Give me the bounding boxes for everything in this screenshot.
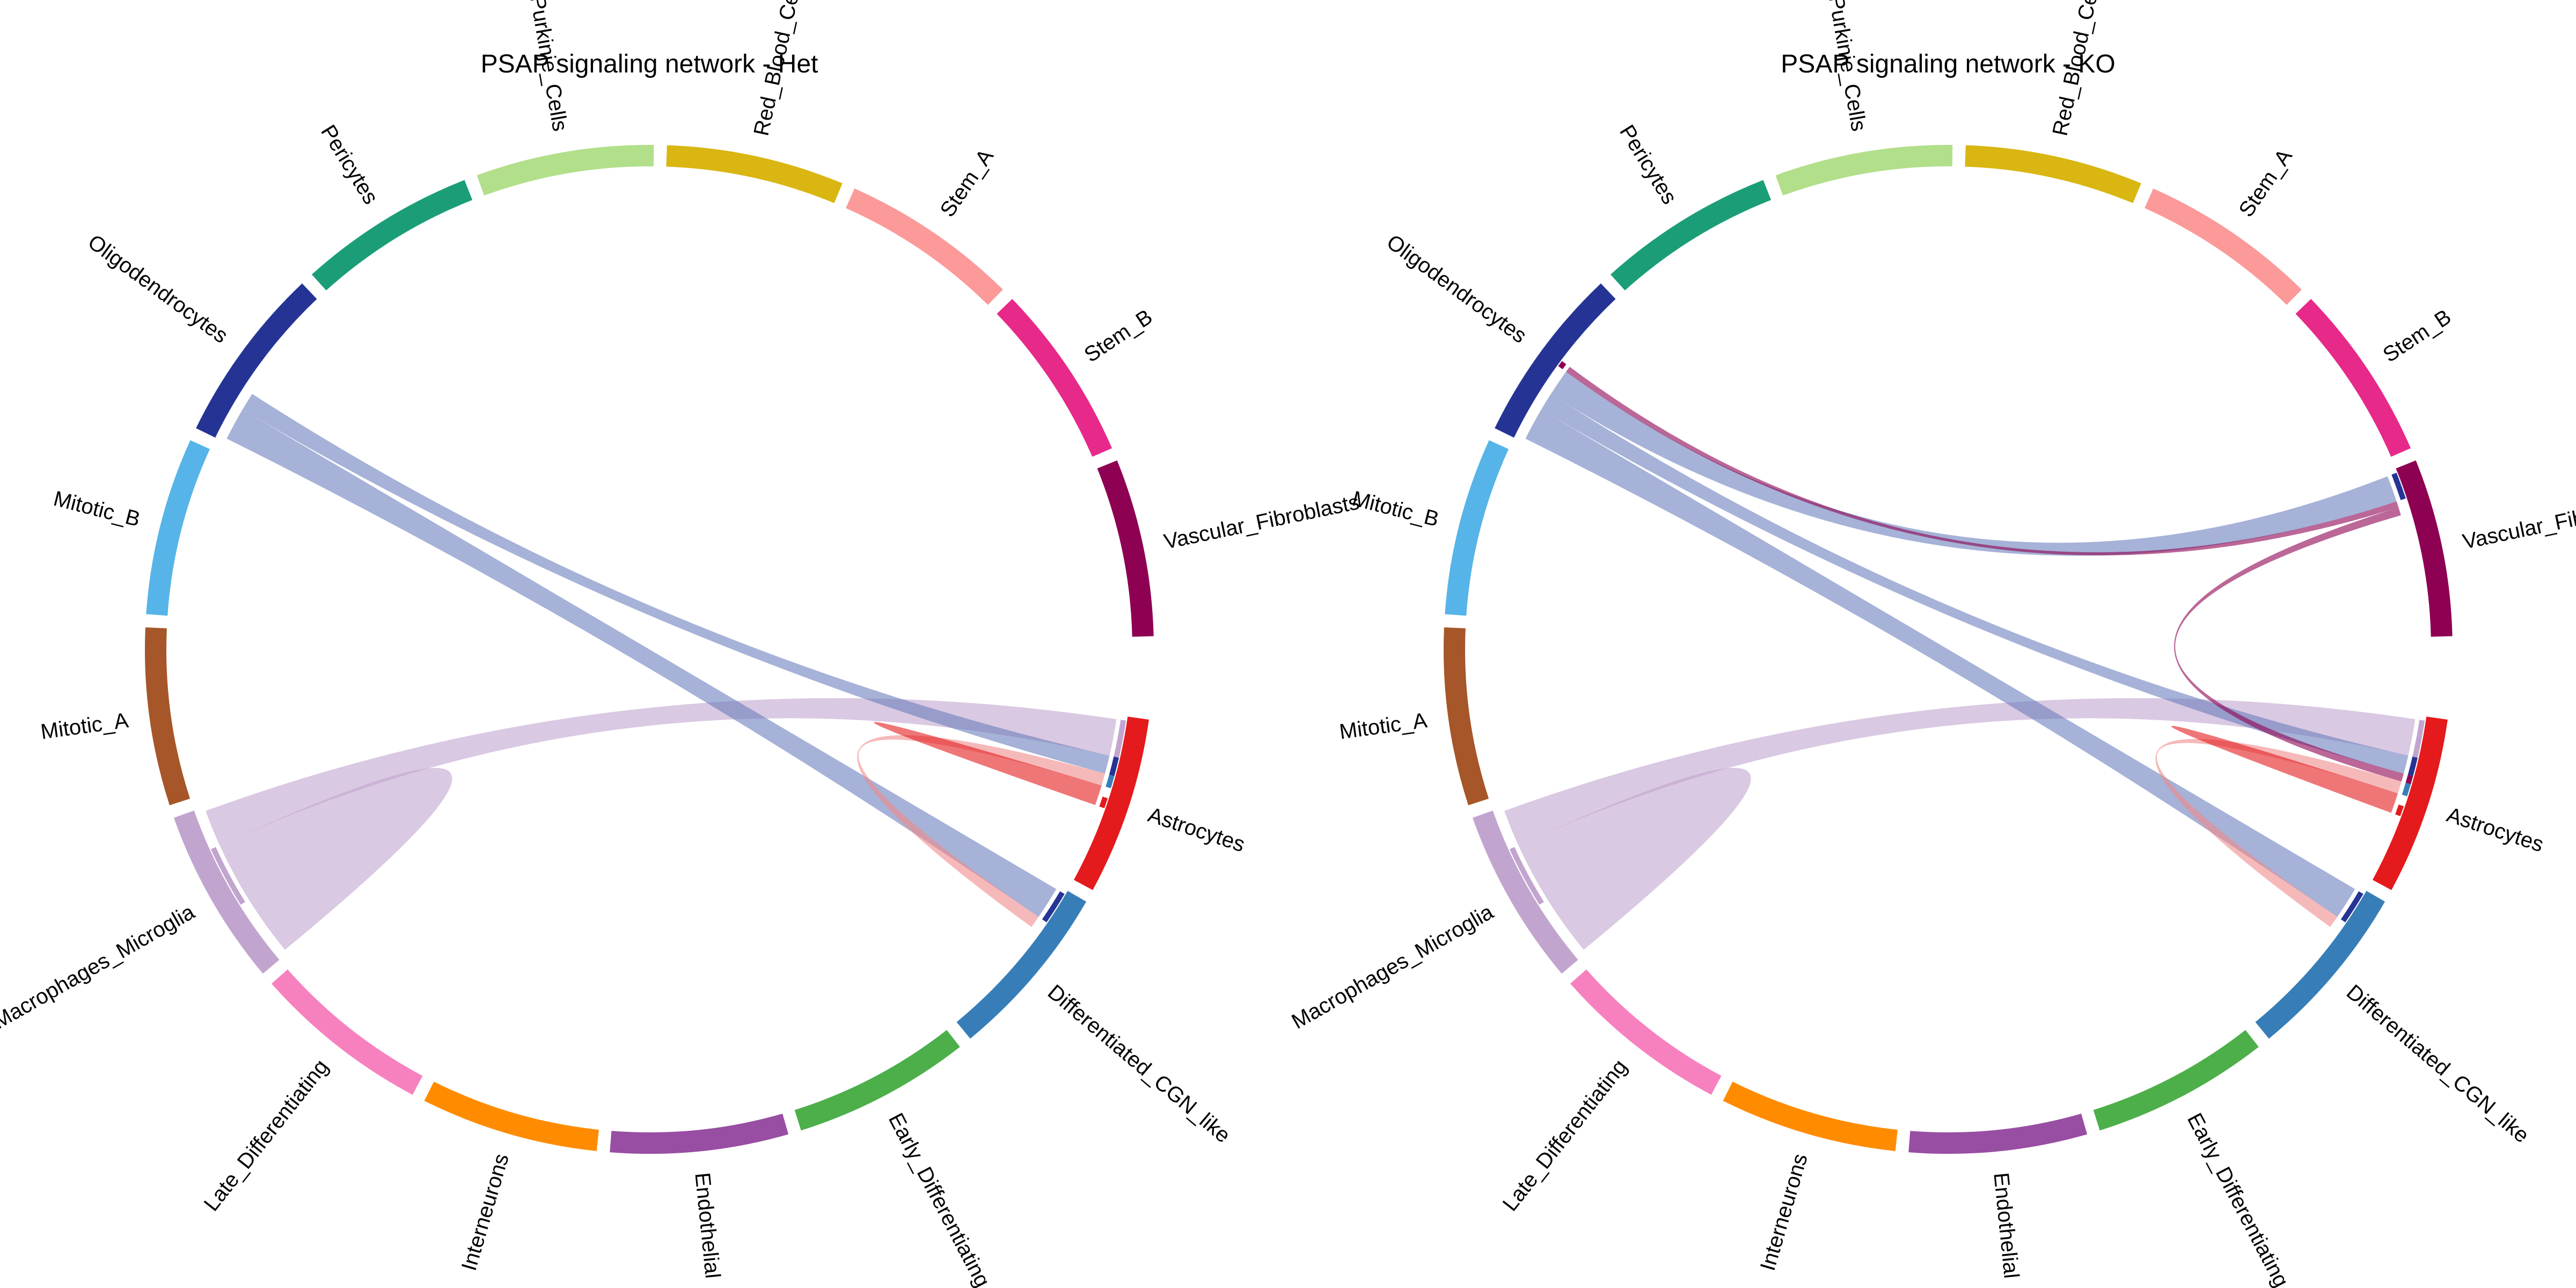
sector-arc [1611,180,1772,291]
chord-links [206,393,1126,950]
sector-label: Macrophages_Microglia [0,900,199,1034]
chord-link [1541,393,2409,774]
sector-label: Mitotic_B [51,487,142,531]
link-tick [2340,891,2363,923]
chord-link [242,393,1110,774]
sector-arc [1775,145,1953,196]
sector-label: Vascular_Fibroblasts [2461,490,2576,554]
sector-arc [2295,299,2411,457]
link-tick [2407,756,2418,777]
chord-link [219,767,452,950]
sector-arc [173,810,280,974]
link-tick [2412,720,2425,758]
sector-label: Early_Differentiating [2183,1109,2293,1288]
sector-label: Astrocytes [1145,803,1248,857]
sector-arc [196,283,317,438]
link-tick [2395,804,2404,816]
sector-arc [846,188,1003,305]
sector-label: Oligodendrocytes [84,230,232,348]
chord-links [1504,361,2425,950]
sector-arc [1097,460,1154,637]
sector-arc [1495,283,1616,438]
sector-arc [1908,1114,2088,1154]
sector-label: Late_Differentiating [200,1055,333,1216]
sector-label: Stem_B [1080,305,1157,367]
chord-link [2174,507,2404,782]
chord-link [857,735,1106,927]
sector-arc [1444,627,1489,806]
sector-label: Differentiated_CGN_like [1043,980,1235,1147]
link-tick [1114,720,1126,758]
sector-label: Early_Differentiating [884,1109,994,1288]
chord-link [206,698,1117,845]
sector-label: Stem_B [2379,305,2456,367]
chord-link [2171,726,2398,813]
sector-arc [956,891,1087,1039]
sector-arc [1472,810,1578,974]
sector-label: Mitotic_A [1338,708,1429,744]
sector-ring [145,145,1154,1154]
sector-arc [2372,716,2448,890]
sector-label: Pericytes [1615,121,1681,208]
link-tick [210,847,245,905]
sector-arc [271,969,423,1095]
chord-link [1504,698,2416,845]
sector-arc [794,1030,960,1131]
chord-link [226,409,1057,917]
sector-arc [2093,1030,2259,1131]
sector-arc [1723,1081,1898,1151]
sector-arc [2145,188,2302,305]
link-tick [2405,774,2413,785]
chord-link [1518,767,1751,950]
link-tick [1558,361,1567,370]
sector-label: Interneurons [1756,1151,1812,1274]
link-tick [1042,891,1065,923]
sector-label: Late_Differentiating [1498,1055,1632,1216]
sector-label: Vascular_Fibroblasts [1162,490,1362,554]
sector-label: Pericytes [316,121,383,208]
sector-label: Differentiated_CGN_like [2342,980,2534,1147]
link-tick [2391,472,2406,500]
sector-arc [146,440,210,616]
link-tick [1106,774,1115,788]
sector-label: Stem_A [2234,145,2297,222]
sector-arc [424,1081,599,1151]
link-tick [1509,847,1544,905]
sector-label: Interneurons [457,1151,514,1274]
sector-label: Endothelial [1989,1172,2023,1279]
sector-label: Mitotic_B [1350,487,1441,531]
panel-title: PSAP signaling network - KO [1781,50,2115,78]
sector-arc [2396,460,2453,637]
sector-arc [1445,440,1509,616]
sector-label: Astrocytes [2444,803,2546,857]
sector-arc [1073,716,1149,890]
panel-title: PSAP signaling network - Het [481,50,818,78]
sector-label: Stem_A [935,145,998,222]
sector-arc [477,145,654,196]
sector-ring [1444,145,2453,1154]
chord-link [1525,409,2355,917]
sector-label: Oligodendrocytes [1382,230,1531,348]
sector-arc [2255,891,2385,1039]
sector-arc [610,1114,789,1154]
sector-arc [1965,145,2141,203]
link-tick [1109,756,1119,777]
sector-label: Mitotic_A [39,708,130,744]
panel-ko: PSAP signaling network - KO Astrocytes Di… [1288,0,2576,1288]
sector-arc [145,627,191,806]
sector-arc [997,299,1113,457]
link-tick [1099,796,1108,809]
sector-labels: Astrocytes Differentiated_CGN_like Early_D… [0,0,1362,1288]
sector-label: Macrophages_Microglia [1288,900,1498,1034]
chord-link [1550,371,2397,556]
sector-arc [1570,969,1722,1095]
sector-label: Endothelial [690,1172,724,1279]
sector-arc [312,180,473,291]
link-tick [2402,782,2411,796]
chord-link [874,722,1102,806]
panel-het: PSAP signaling network - Het Astrocytes D… [0,0,1362,1288]
sector-arc [666,145,843,203]
